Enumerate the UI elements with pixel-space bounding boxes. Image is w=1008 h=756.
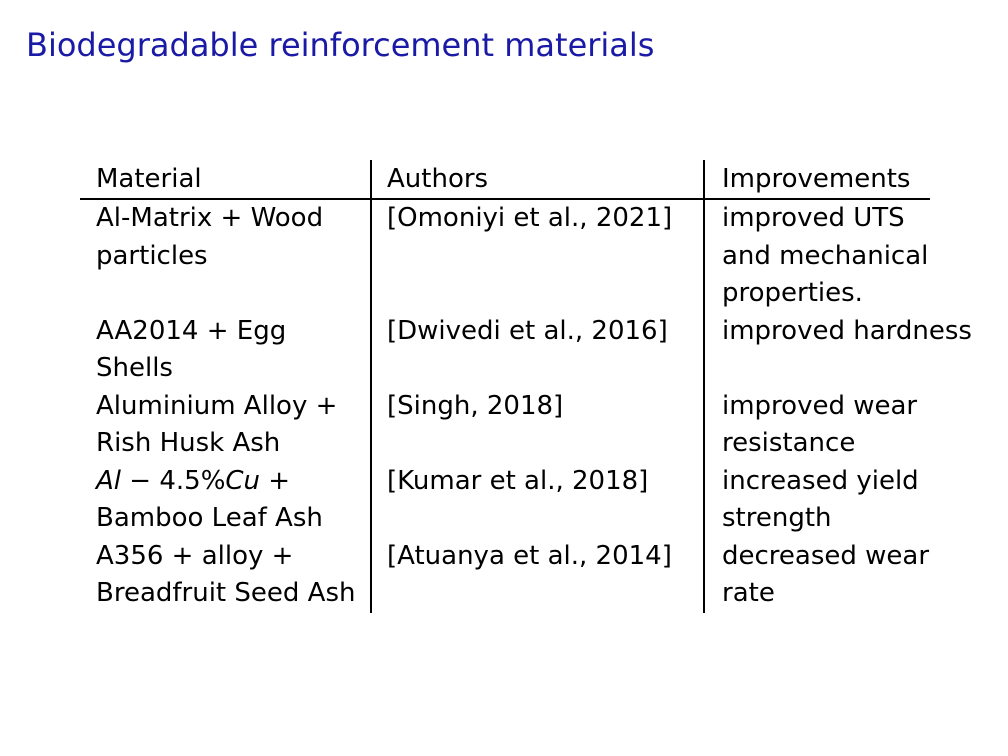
table-header-row: Material Authors Improvements: [80, 160, 930, 200]
math-variable-al: Al: [96, 465, 122, 496]
improvement-line: increased yield: [722, 465, 919, 496]
improvement-line: rate: [722, 578, 775, 608]
table-row: A356 + alloy + Breadfruit Seed Ash [Atua…: [80, 537, 930, 613]
math-plus: +: [260, 465, 291, 496]
improvement-line: and mechanical: [722, 240, 929, 271]
improvement-line: improved wear: [722, 390, 918, 421]
material-line: Bamboo Leaf Ash: [96, 503, 323, 533]
table-row: Al-Matrix + Wood particles [Omoniyi et a…: [80, 200, 930, 313]
improvements-cell: increased yield strength: [703, 462, 930, 538]
material-cell: A356 + alloy + Breadfruit Seed Ash: [80, 538, 370, 613]
citation-text: [Atuanya et al., 2014]: [387, 540, 672, 571]
material-cell: Al-Matrix + Wood particles: [80, 200, 370, 313]
citation-text: [Singh, 2018]: [387, 390, 564, 421]
improvement-line: strength: [722, 503, 832, 533]
citation-text: [Dwivedi et al., 2016]: [387, 315, 668, 346]
improvements-cell: improved hardness: [703, 312, 972, 388]
header-material: Material: [96, 164, 202, 194]
improvements-cell: improved wear resistance: [703, 387, 930, 463]
authors-cell: [Atuanya et al., 2014]: [370, 537, 703, 613]
material-line: [96, 275, 370, 313]
improvement-line: resistance: [722, 428, 856, 458]
table-row: Aluminium Alloy + Rish Husk Ash [Singh, …: [80, 387, 930, 463]
material-line: AA2014 + Egg: [96, 315, 287, 346]
material-line: Shells: [96, 353, 173, 383]
citation-text: [Omoniyi et al., 2021]: [387, 203, 673, 233]
material-line: Breadfruit Seed Ash: [96, 578, 356, 608]
improvement-line: properties.: [722, 278, 863, 308]
material-line: Rish Husk Ash: [96, 428, 281, 458]
citation-text: [Kumar et al., 2018]: [387, 465, 649, 496]
math-minus: −: [121, 465, 160, 496]
header-improvements: Improvements: [703, 160, 930, 198]
material-cell: AA2014 + Egg Shells: [80, 313, 370, 388]
authors-cell: [Singh, 2018]: [370, 387, 703, 463]
improvement-line: improved UTS: [722, 203, 905, 233]
authors-cell: [Dwivedi et al., 2016]: [370, 312, 703, 388]
authors-cell: [Omoniyi et al., 2021]: [370, 200, 703, 313]
material-cell: Al − 4.5%Cu + Bamboo Leaf Ash: [80, 463, 370, 538]
improvement-line: decreased wear: [722, 540, 930, 571]
material-line: A356 + alloy +: [96, 540, 294, 571]
header-authors: Authors: [370, 160, 703, 198]
table-row: AA2014 + Egg Shells [Dwivedi et al., 201…: [80, 312, 972, 388]
material-line: Aluminium Alloy +: [96, 390, 338, 421]
authors-cell: [Kumar et al., 2018]: [370, 462, 703, 538]
material-line: particles: [96, 240, 208, 271]
improvements-cell: decreased wear rate: [703, 537, 930, 613]
material-line: Al-Matrix + Wood: [96, 203, 324, 233]
math-variable-cu: Cu: [225, 465, 261, 496]
improvements-cell: improved UTS and mechanical properties.: [703, 200, 930, 313]
materials-table: Material Authors Improvements Al-Matrix …: [80, 160, 972, 613]
math-percent: 4.5%: [159, 465, 226, 496]
improvement-line: improved hardness: [722, 315, 972, 346]
material-math-line: Al − 4.5%Cu +: [96, 463, 370, 501]
slide-title: Biodegradable reinforcement materials: [26, 26, 655, 64]
table-row: Al − 4.5%Cu + Bamboo Leaf Ash [Kumar et …: [80, 462, 930, 538]
material-cell: Aluminium Alloy + Rish Husk Ash: [80, 388, 370, 463]
